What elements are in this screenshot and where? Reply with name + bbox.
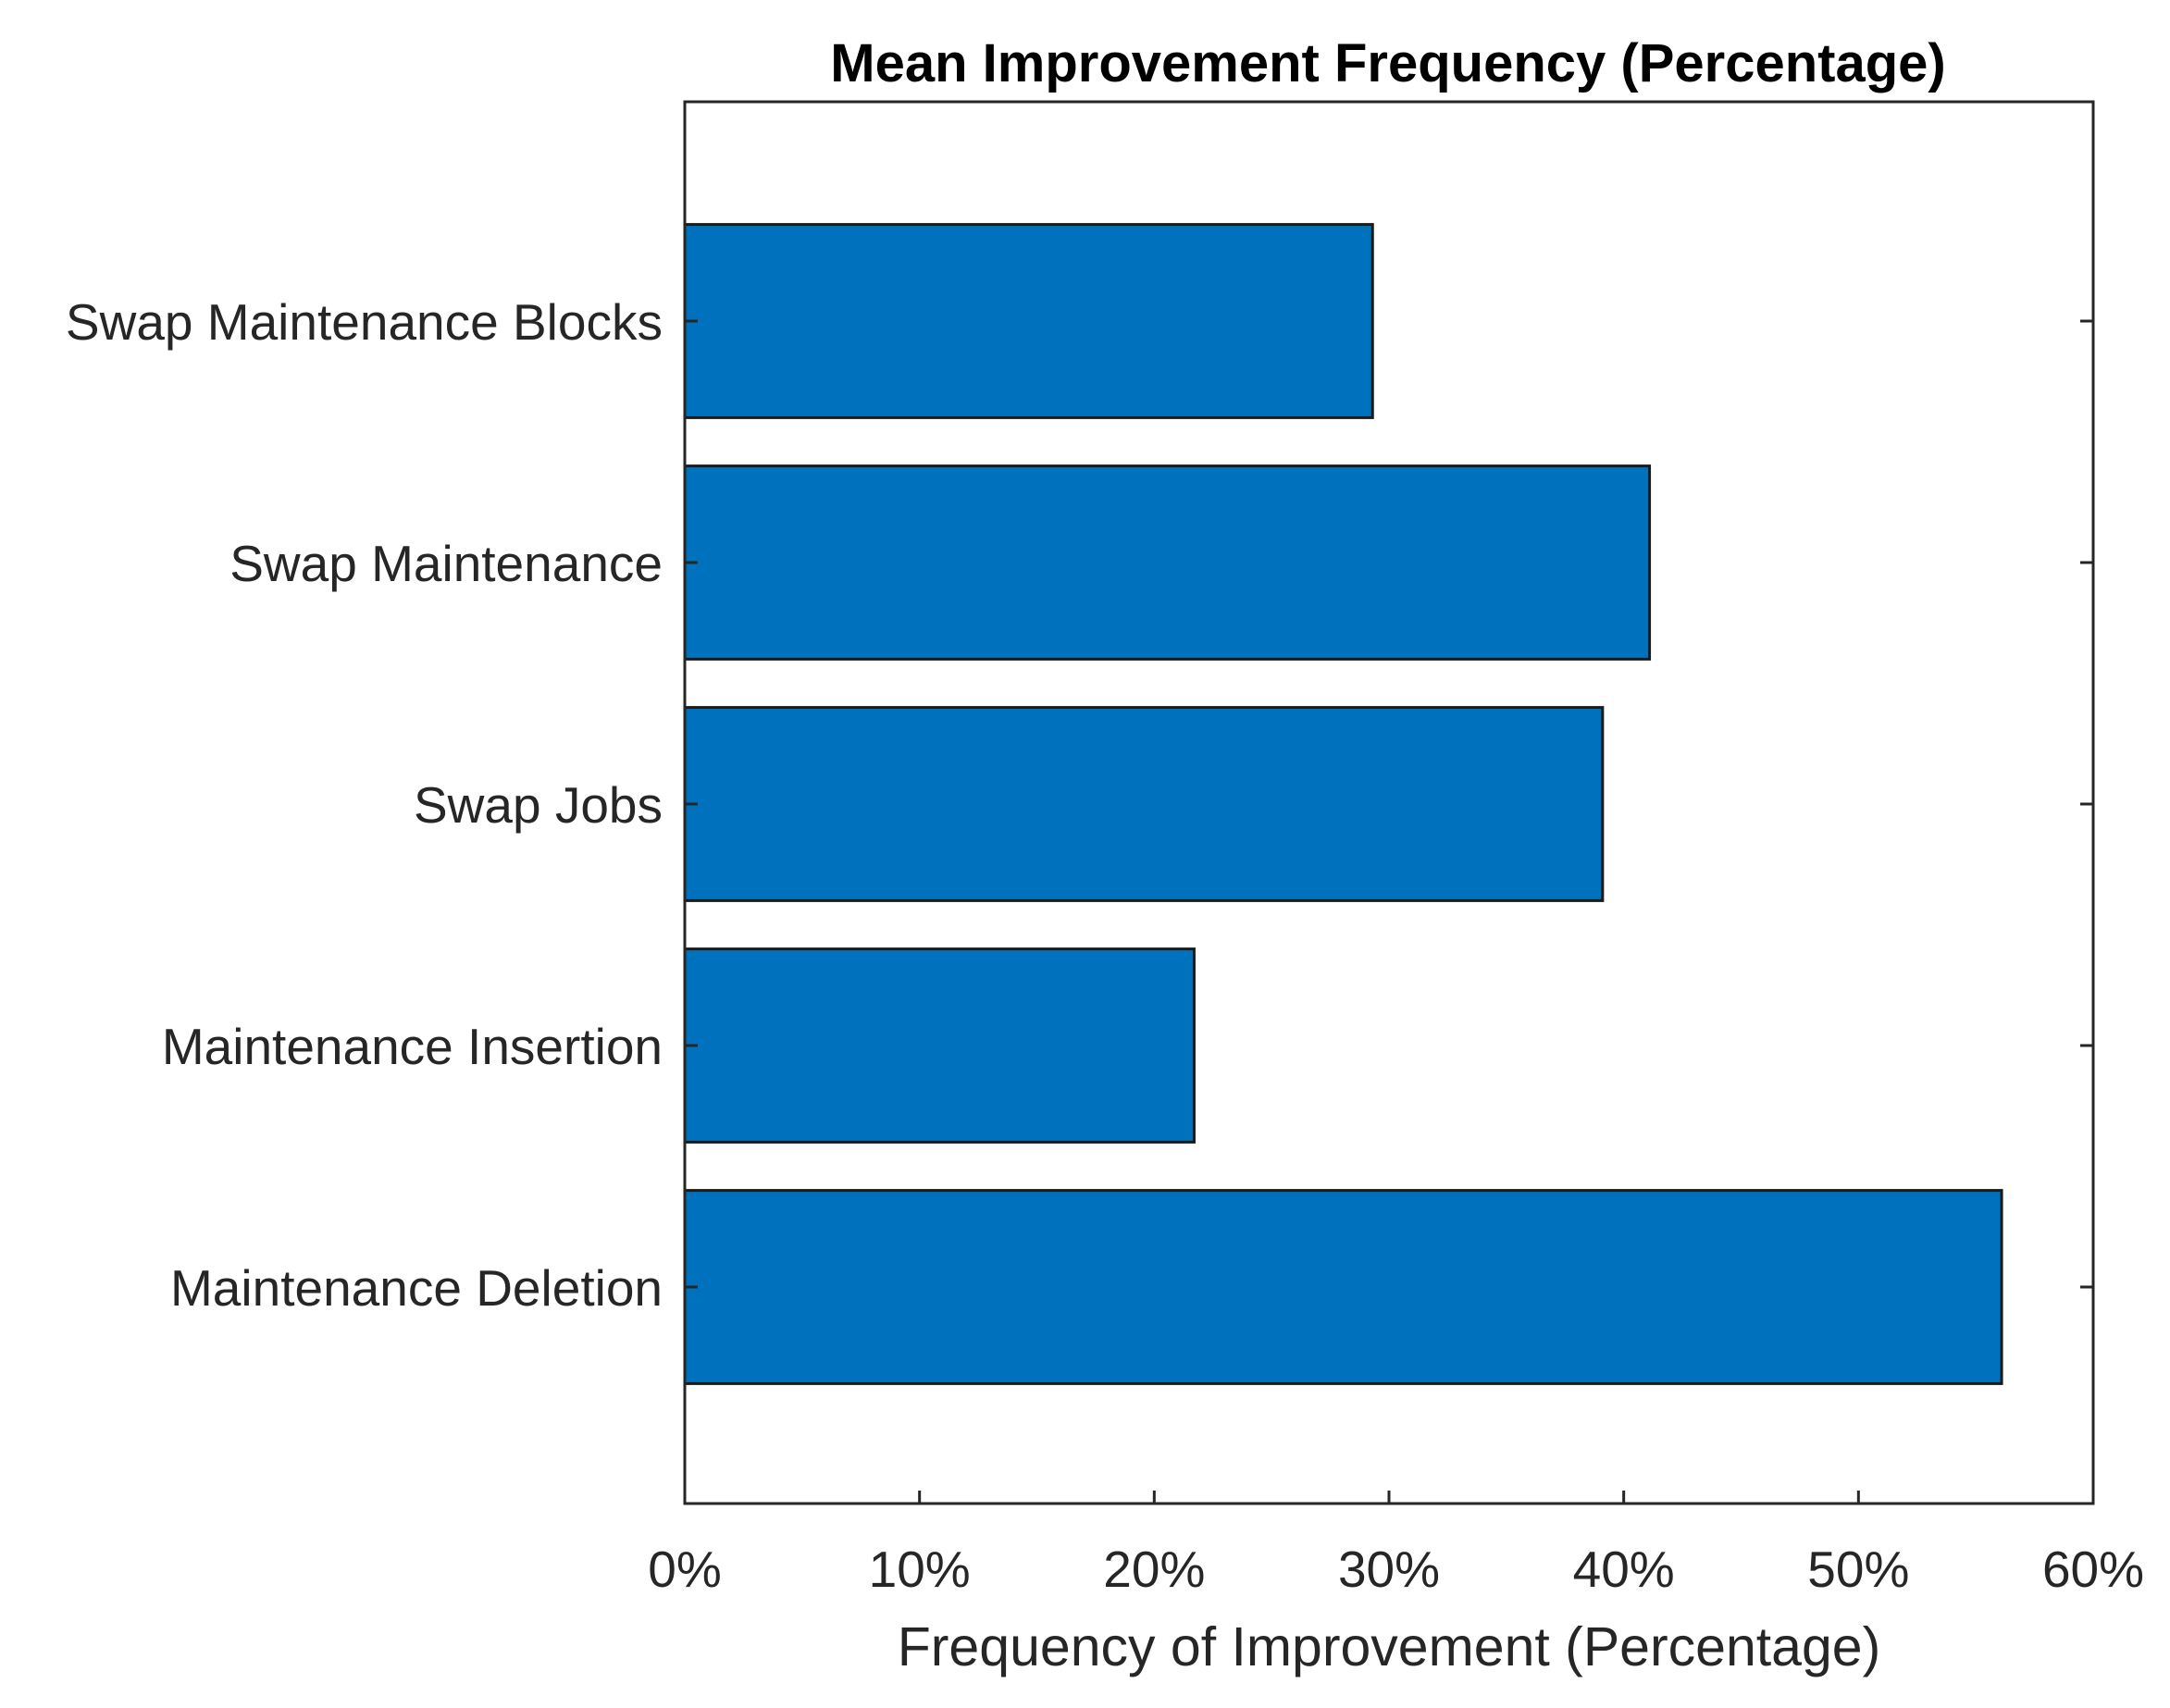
y-tick-label: Swap Maintenance Blocks <box>66 293 663 351</box>
y-tick-label: Swap Maintenance <box>229 535 663 592</box>
x-tick-label: 40% <box>1573 1541 1675 1598</box>
x-tick-label: 30% <box>1338 1541 1440 1598</box>
x-tick-label: 50% <box>1807 1541 1909 1598</box>
bar-swap-jobs <box>683 706 1605 902</box>
y-tick-label: Maintenance Deletion <box>170 1259 663 1317</box>
x-tick-label: 60% <box>2042 1541 2144 1598</box>
bar-swap-maintenance-blocks <box>683 223 1374 419</box>
x-tick-label: 10% <box>869 1541 971 1598</box>
bar-maintenance-insertion <box>683 947 1196 1144</box>
x-tick-label: 0% <box>648 1541 722 1598</box>
y-tick-label: Maintenance Insertion <box>162 1018 663 1075</box>
x-axis-label: Frequency of Improvement (Percentage) <box>898 1616 1881 1677</box>
bar-maintenance-deletion <box>683 1189 2003 1385</box>
y-tick-label: Swap Jobs <box>414 776 663 834</box>
bar-swap-maintenance <box>683 464 1652 661</box>
chart-title: Mean Improvement Frequency (Percentage) <box>830 33 1945 93</box>
x-tick-label: 20% <box>1103 1541 1205 1598</box>
